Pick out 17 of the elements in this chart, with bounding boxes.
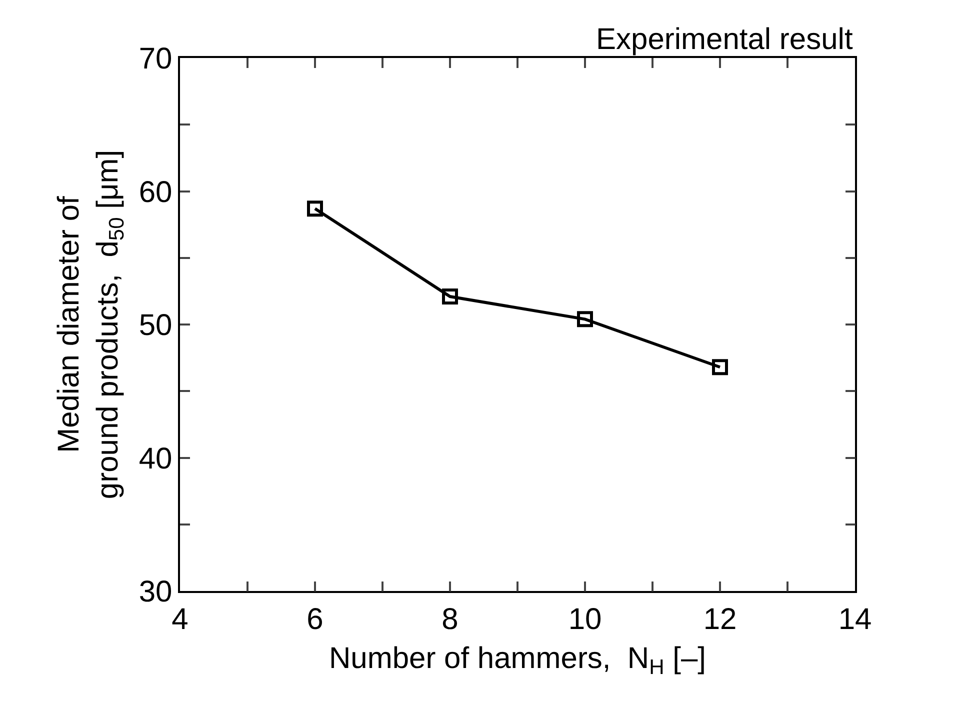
point xyxy=(442,288,458,305)
y-tick-label: 50 xyxy=(138,309,172,342)
point xyxy=(577,311,593,328)
x-tick-label: 6 xyxy=(306,602,324,636)
y-tick-label: 60 xyxy=(138,176,172,209)
y-tick-label: 70 xyxy=(138,42,172,76)
point xyxy=(712,359,728,376)
x-tick-label: 4 xyxy=(172,602,188,636)
text: Experimental result xyxy=(596,23,854,56)
x-axis-title: Number of hammers, N$_{H}$ [–] xyxy=(329,642,706,680)
x-tick-label: 12 xyxy=(703,602,737,636)
x-tick-label: 14 xyxy=(838,602,872,636)
x-tick-label: 8 xyxy=(442,602,458,636)
y-tick-label: 30 xyxy=(138,576,172,608)
point xyxy=(307,200,323,217)
y-tick-label: 40 xyxy=(138,442,172,476)
x-tick-label: 10 xyxy=(568,602,602,636)
